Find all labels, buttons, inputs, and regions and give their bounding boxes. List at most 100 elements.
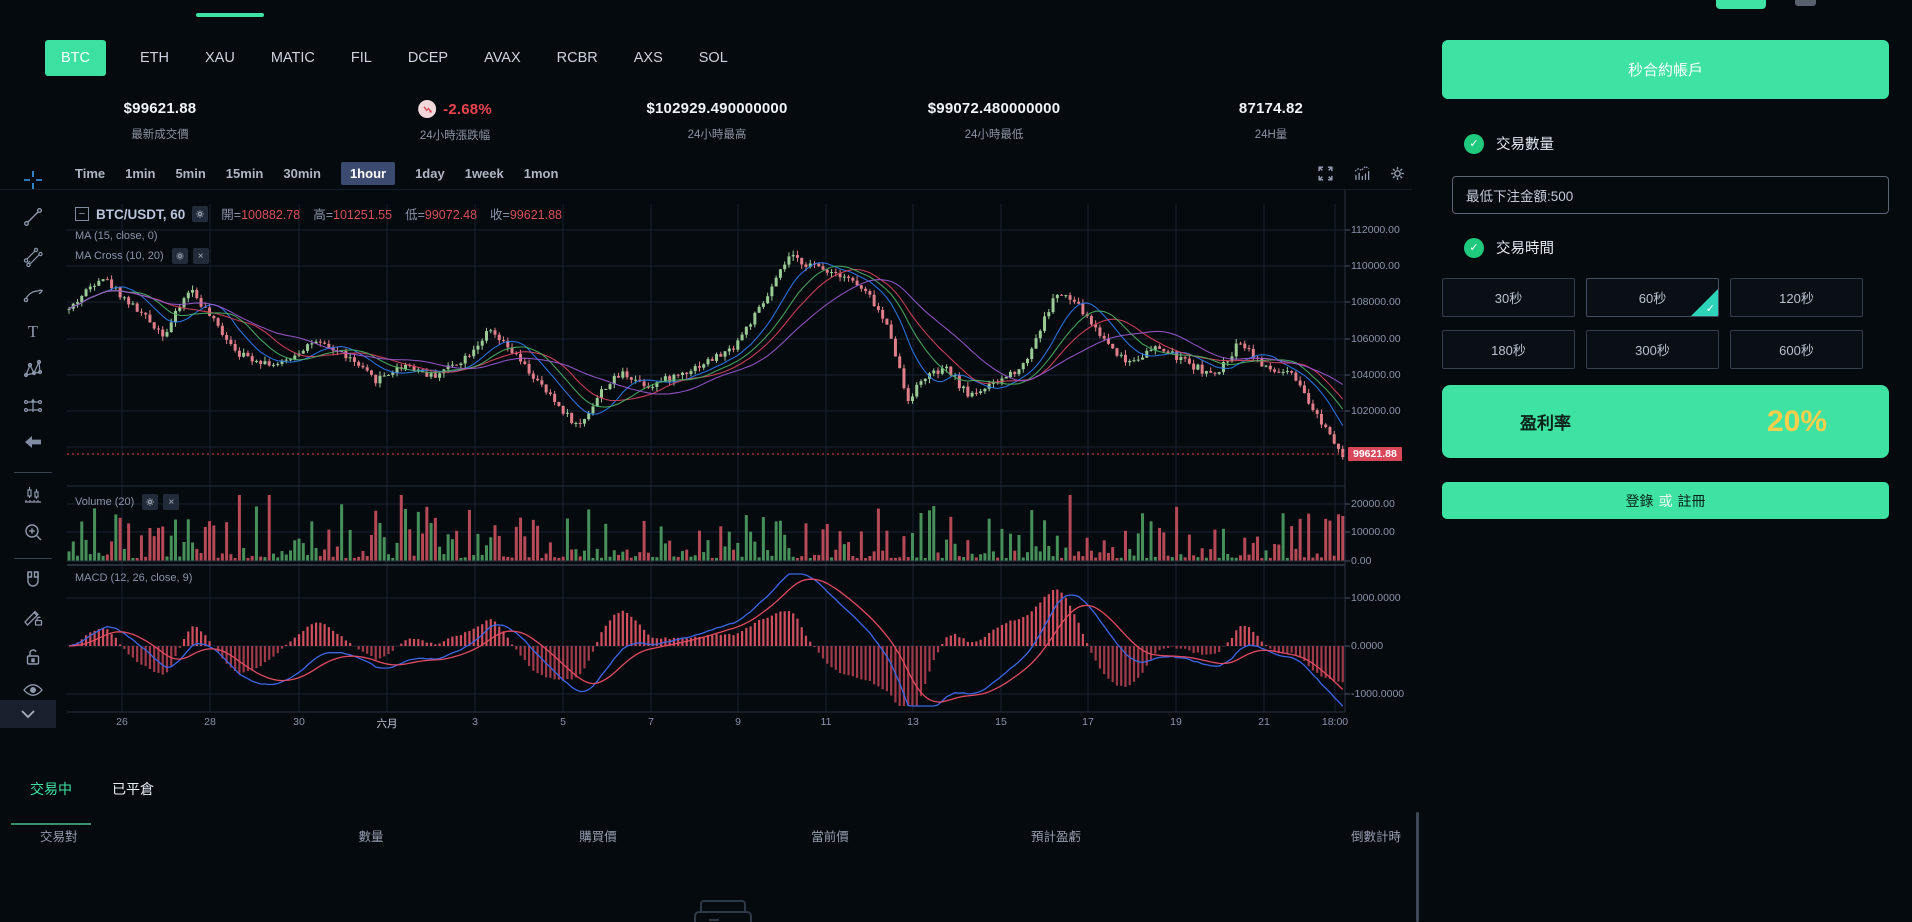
interval-button[interactable]: 1day (415, 165, 445, 181)
coin-tab[interactable]: AXS (633, 50, 663, 66)
candlestick-chart[interactable] (67, 190, 1412, 735)
chevron-down-icon (21, 710, 35, 719)
indicator-settings-icon[interactable] (171, 248, 188, 264)
coin-tab[interactable]: ETH (140, 50, 169, 66)
xabcd-pattern-icon[interactable] (21, 356, 45, 380)
login-or-register-button[interactable]: 登錄或註冊 (1442, 482, 1889, 519)
positions-header-row: 交易對 數量 購買價 當前價 預計盈虧 倒數計時 (0, 826, 1420, 846)
ohlc-pair: 高=101251.55 (313, 208, 393, 222)
duration-button[interactable]: 300秒 ✓ (1586, 330, 1719, 369)
long-position-icon[interactable] (21, 394, 45, 418)
indicator-settings-icon[interactable] (142, 494, 159, 510)
stat-label: 最新成交價 (131, 129, 189, 141)
interval-button[interactable]: 1hour (340, 161, 396, 185)
volume-label: Volume (20) (75, 496, 135, 508)
stat-value: $102929.490000000 (646, 100, 788, 117)
column-header: 交易對 (40, 830, 78, 844)
interval-button[interactable]: 15min (225, 165, 264, 181)
interval-row: Time 1min 5min 15min 30min 1hour 1day 1week 1mon (75, 160, 558, 186)
stat-24h-volume: 87174.82 24H量 (1239, 100, 1303, 142)
divider (14, 558, 52, 559)
stat-label: 24小時漲跌幅 (419, 130, 491, 142)
duration-button[interactable]: 30秒 ✓ (1442, 278, 1575, 317)
interval-button[interactable]: 1mon (523, 165, 559, 181)
coin-tab[interactable]: MATIC (270, 50, 315, 66)
candle-pattern-icon[interactable] (21, 483, 45, 507)
drawing-lock-icon[interactable] (21, 605, 45, 629)
profit-rate-panel: 盈利率 20% (1442, 385, 1889, 458)
magnet-icon[interactable] (21, 568, 45, 592)
interval-button[interactable]: 1week (464, 165, 504, 181)
indicator-close-icon[interactable]: × (163, 494, 180, 510)
pitchfork-icon[interactable] (21, 245, 45, 269)
zoom-in-icon[interactable] (21, 520, 45, 544)
price-axis-label: 112000.00 (1351, 224, 1400, 236)
indicator-close-icon[interactable]: × (192, 248, 209, 264)
eye-icon[interactable] (21, 678, 45, 702)
trade-quantity-row: ✓ 交易數量 (1464, 133, 1554, 154)
chart-tools (1316, 164, 1407, 183)
indicators-icon[interactable] (1352, 164, 1371, 183)
unlock-icon[interactable] (21, 645, 45, 669)
stat-24h-low: $99072.480000000 24小時最低 (928, 100, 1061, 142)
interval-button[interactable]: 1min (125, 165, 156, 181)
stat-value: $99072.480000000 (927, 100, 1061, 117)
interval-button[interactable]: 30min (283, 165, 321, 181)
coin-tab[interactable]: AVAX (484, 50, 521, 66)
interval-button[interactable]: 5min (175, 165, 206, 181)
chart-symbol: BTC/USDT, 60 (96, 206, 186, 222)
collapse-legend-icon[interactable]: − (75, 207, 89, 221)
trade-time-label: 交易時間 (1496, 241, 1554, 257)
macd-axis-label: 1000.0000 (1351, 592, 1401, 604)
x-axis-label: 15 (995, 716, 1007, 728)
fullscreen-icon[interactable] (1316, 164, 1335, 183)
x-axis-label: 六月 (376, 718, 398, 730)
volume-indicator: Volume (20) × (75, 494, 180, 510)
stat-value: -2.68% (443, 100, 492, 118)
coin-tab[interactable]: RCBR (556, 50, 598, 66)
scrollbar[interactable] (1416, 812, 1419, 922)
seconds-contract-account-button[interactable]: 秒合約帳戶 (1442, 40, 1889, 99)
stat-value: $99621.88 (123, 100, 197, 117)
x-axis-label: 18:00 (1321, 716, 1349, 728)
ma-indicator-label: MA (15, close, 0) (75, 230, 158, 242)
coin-tab[interactable]: DCEP (407, 50, 449, 66)
ma-cross-label: MA Cross (10, 20) (75, 250, 164, 262)
x-axis-label: 11 (820, 716, 832, 728)
symbol-settings-icon[interactable] (192, 206, 209, 222)
coin-tab[interactable]: BTC (45, 40, 106, 76)
coin-tab[interactable]: SOL (698, 50, 728, 66)
last-price-tag: 99621.88 (1348, 447, 1402, 461)
macd-axis-label: -1000.0000 (1351, 688, 1405, 700)
column-header: 倒數計時 (1350, 830, 1402, 844)
duration-button[interactable]: 180秒 ✓ (1442, 330, 1575, 369)
amount-input[interactable] (1452, 176, 1889, 214)
x-axis-label: 5 (560, 716, 566, 728)
trend-line-icon[interactable] (21, 205, 45, 229)
column-header: 預計盈虧 (1030, 830, 1082, 844)
positions-tab[interactable]: 交易中 (11, 779, 91, 825)
positions-tab[interactable]: 已平倉 (112, 781, 154, 797)
coin-tab[interactable]: XAU (205, 50, 235, 66)
toolbar-collapse[interactable] (0, 700, 56, 728)
coin-tab[interactable]: FIL (350, 50, 372, 66)
interval-button[interactable]: Time (75, 165, 106, 181)
register-label: 註冊 (1677, 492, 1706, 509)
price-axis-label: 104000.00 (1351, 369, 1401, 381)
back-arrow-icon[interactable] (21, 430, 45, 454)
x-axis-label: 3 (472, 716, 478, 728)
duration-button[interactable]: 60秒 ✓ (1586, 278, 1719, 317)
brush-icon[interactable] (21, 283, 45, 307)
price-axis-label: 110000.00 (1351, 260, 1400, 272)
settings-gear-icon[interactable] (1388, 164, 1407, 183)
duration-button[interactable]: 120秒 ✓ (1730, 278, 1863, 317)
ohlc-pair: 低=99072.48 (405, 208, 478, 222)
nav-active-indicator (196, 13, 264, 17)
x-axis-label: 28 (204, 716, 216, 728)
check-circle-icon: ✓ (1464, 237, 1484, 258)
top-cropped-button[interactable] (1716, 0, 1766, 9)
crosshair-icon[interactable] (21, 168, 45, 192)
duration-button[interactable]: 600秒 ✓ (1730, 330, 1863, 369)
x-axis-label: 26 (116, 716, 128, 728)
text-tool-icon[interactable]: T (21, 319, 45, 343)
